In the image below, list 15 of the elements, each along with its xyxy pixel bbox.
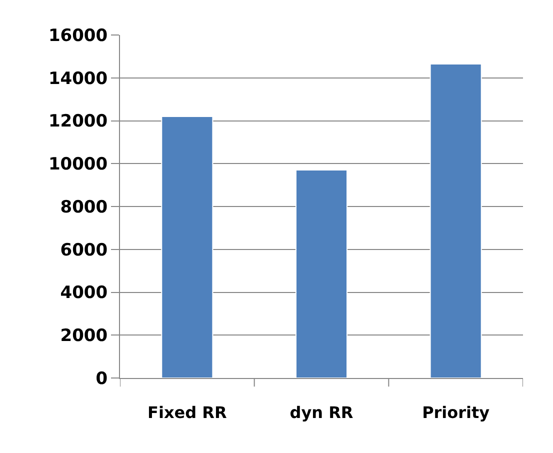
y-tick-label: 2000 (60, 326, 108, 346)
y-tick-label: 6000 (60, 240, 108, 260)
bar (161, 116, 214, 378)
y-tick-label: 16000 (48, 26, 108, 46)
y-tick-label: 10000 (48, 154, 108, 175)
y-tick-label: 0 (96, 368, 108, 389)
x-tick-label: Priority (422, 403, 490, 422)
x-tick-label: Fixed RR (148, 403, 227, 422)
x-tick-label: dyn RR (290, 403, 354, 422)
bar (430, 63, 482, 378)
y-tick-label: 12000 (48, 112, 108, 132)
y-tick-label: 8000 (60, 197, 108, 218)
y-tick-label: 4000 (60, 283, 108, 304)
bar (295, 170, 348, 378)
y-tick-label: 14000 (48, 68, 108, 89)
